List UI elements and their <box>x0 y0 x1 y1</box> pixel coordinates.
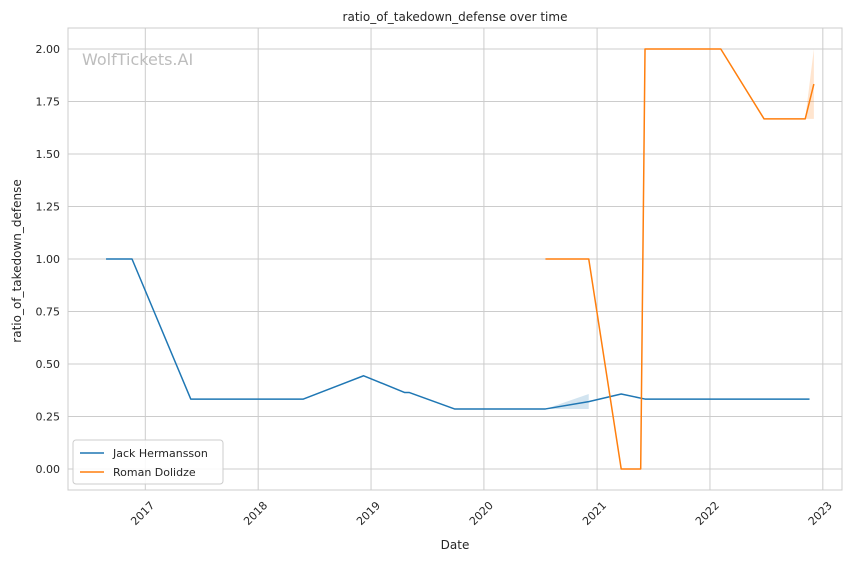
legend: Jack Hermansson Roman Dolidze <box>72 439 224 485</box>
grid <box>68 28 842 490</box>
x-axis-label: Date <box>441 538 470 552</box>
y-tick-label: 0.75 <box>36 306 61 319</box>
confidence-band-roman-dolidze <box>805 49 814 119</box>
watermark: WolfTickets.AI <box>82 50 193 69</box>
y-tick-label: 1.50 <box>36 148 61 161</box>
y-tick-label: 1.25 <box>36 201 61 214</box>
series-lines <box>106 48 815 470</box>
legend-label-roman-dolidze: Roman Dolidze <box>113 466 196 479</box>
y-tick-label: 1.00 <box>36 253 61 266</box>
plot-frame <box>67 27 843 491</box>
series-line-jack-hermansson <box>106 258 810 410</box>
confidence-bands <box>545 49 814 409</box>
legend-label-jack-hermansson: Jack Hermansson <box>112 447 208 460</box>
y-axis-ticks: 0.00 0.25 0.50 0.75 1.00 1.25 1.50 1.75 2.00 <box>36 43 61 476</box>
y-tick-label: 2.00 <box>36 43 61 56</box>
confidence-band-jack-hermansson <box>545 394 589 409</box>
y-tick-label: 0.50 <box>36 358 61 371</box>
legend-box <box>72 439 224 485</box>
y-tick-label: 1.75 <box>36 96 61 109</box>
y-tick-label: 0.25 <box>36 411 61 424</box>
y-axis-label: ratio_of_takedown_defense <box>10 179 24 342</box>
y-tick-label: 0.00 <box>36 463 61 476</box>
series-line-roman-dolidze <box>545 48 815 470</box>
chart-title: ratio_of_takedown_defense over time <box>343 10 568 24</box>
